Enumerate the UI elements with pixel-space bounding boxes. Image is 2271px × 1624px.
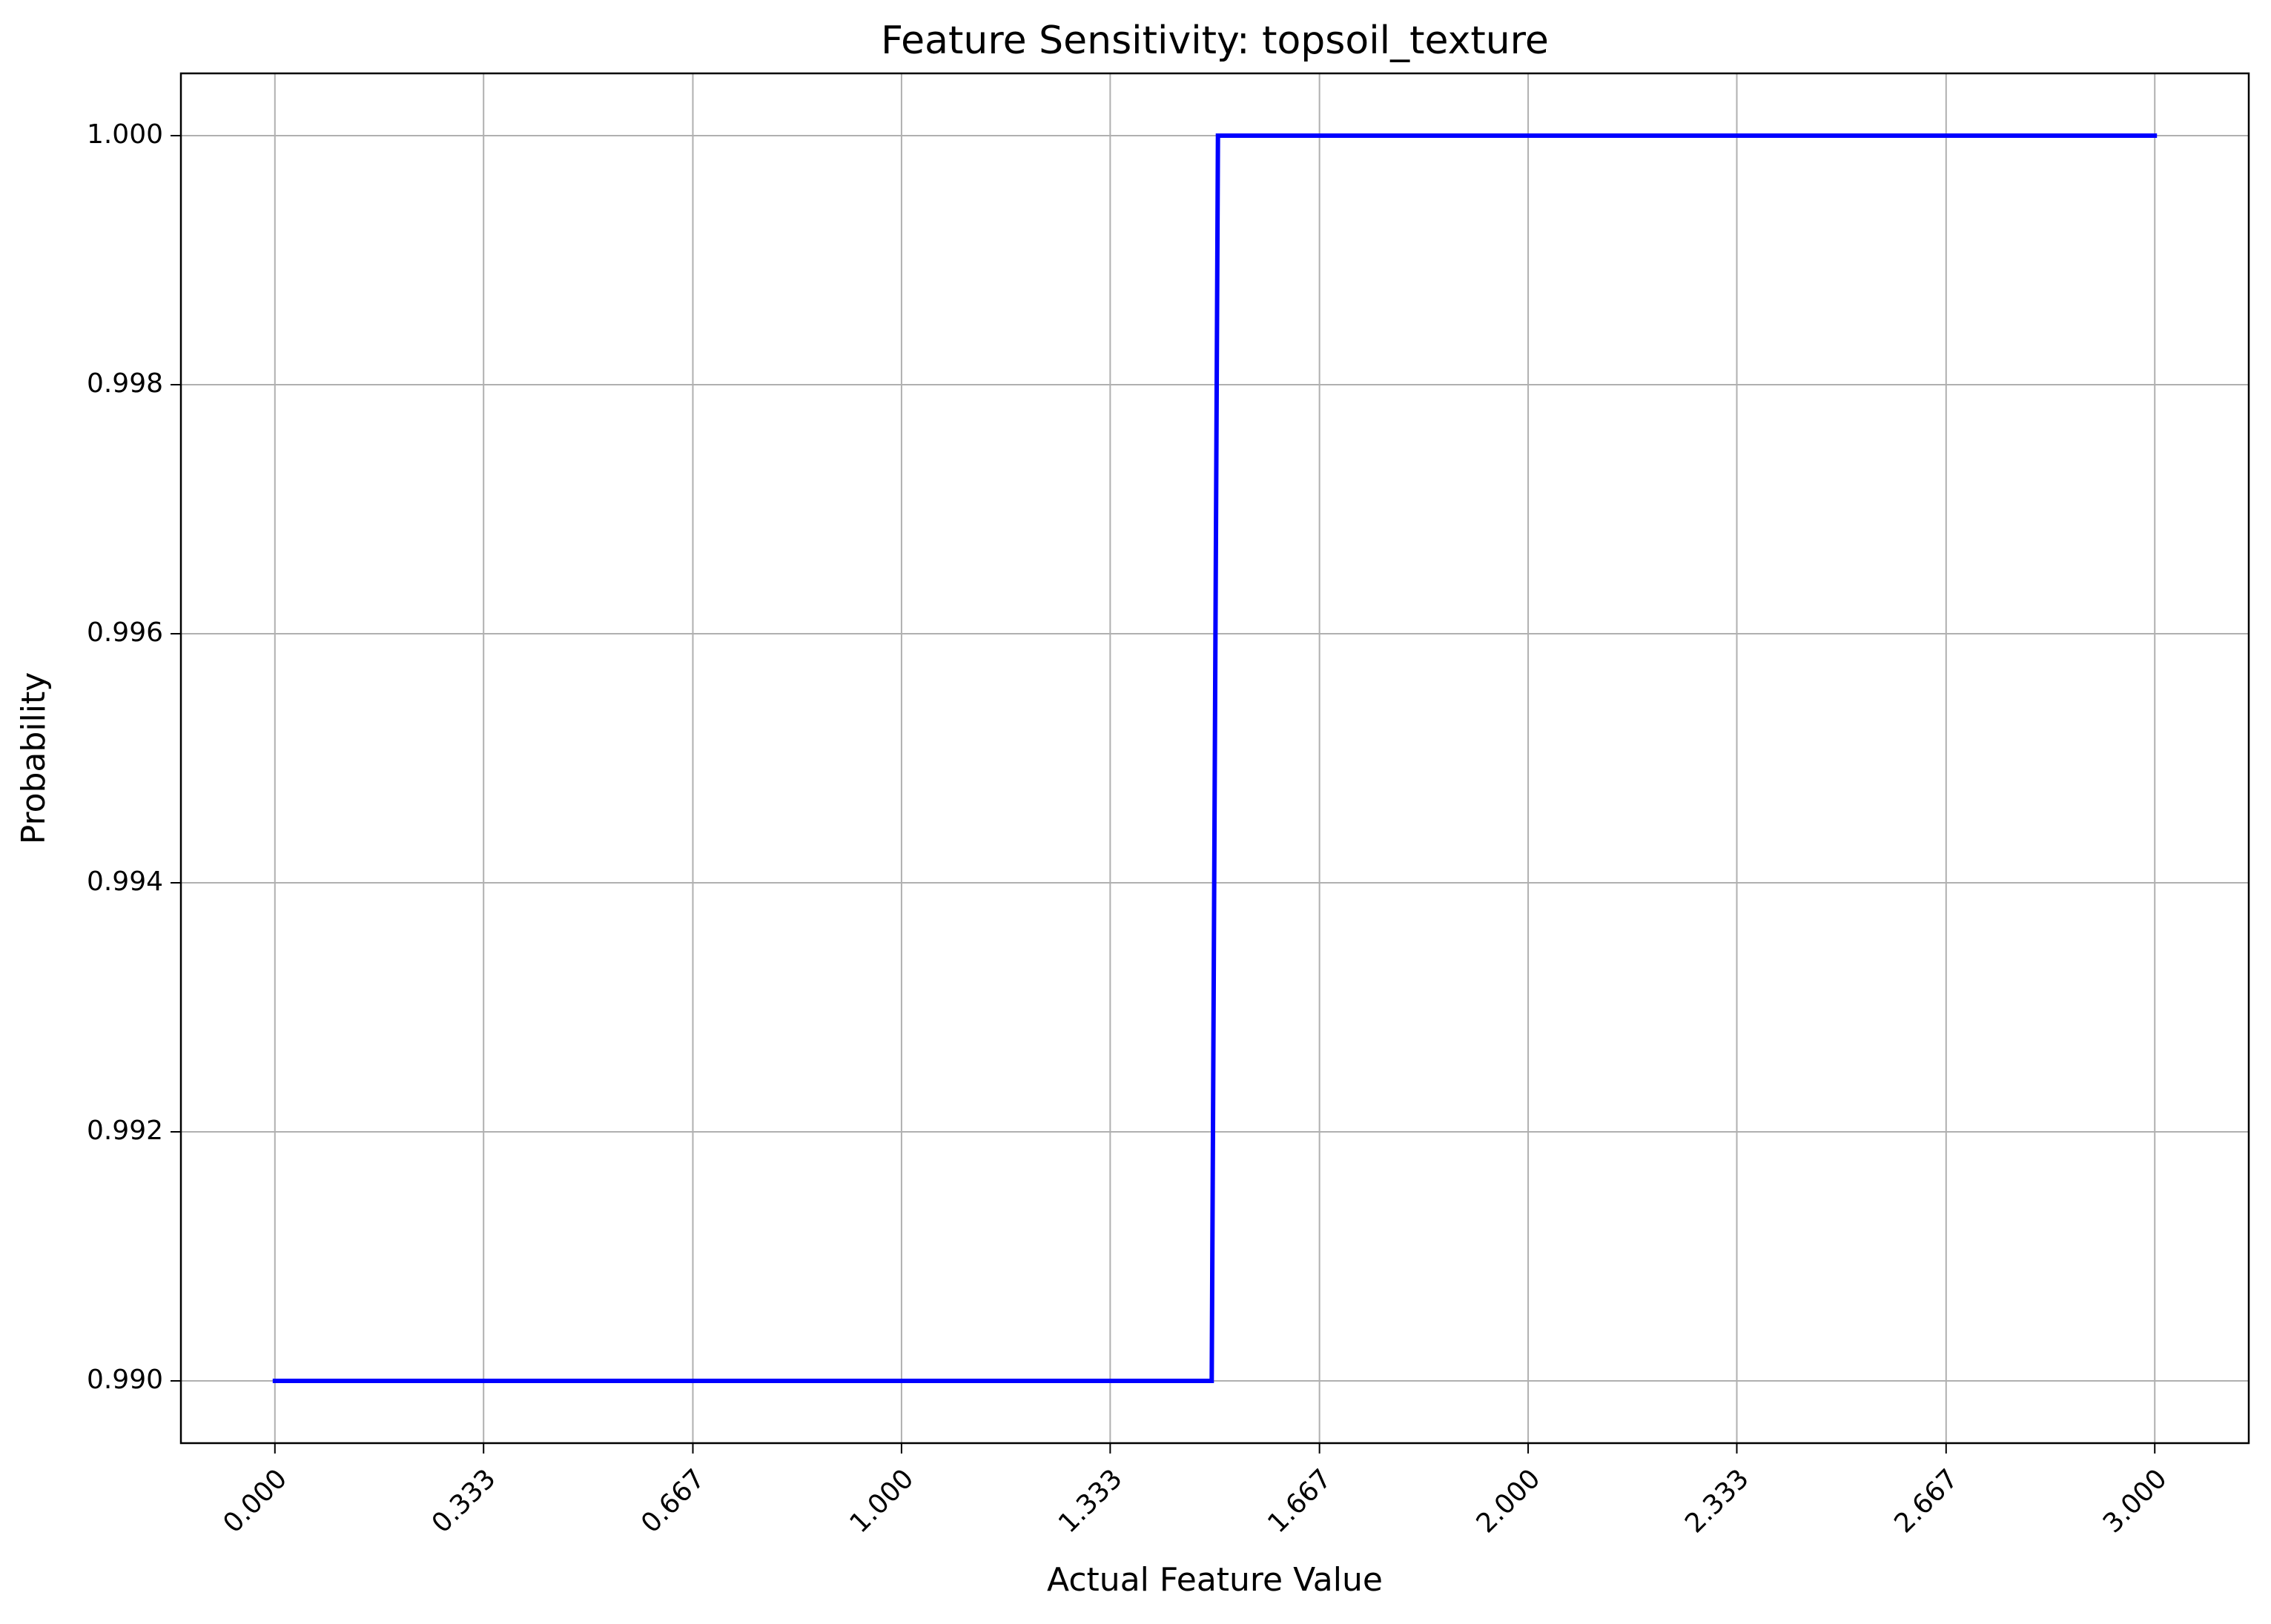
y-tick-label: 0.998 xyxy=(87,368,163,399)
plot-frame xyxy=(179,72,2250,1445)
y-tick-label: 1.000 xyxy=(87,119,163,150)
series-layer xyxy=(272,133,2158,1383)
x-axis-label: Actual Feature Value xyxy=(1047,1561,1383,1599)
y-tick-label: 0.996 xyxy=(87,617,163,648)
series-line-0 xyxy=(272,133,2158,1383)
chart-title: Feature Sensitivity: topsoil_texture xyxy=(881,19,1549,63)
y-tick-label: 0.990 xyxy=(87,1365,163,1395)
y-axis-label: Probability xyxy=(15,672,53,845)
y-tick-label: 0.994 xyxy=(87,866,163,897)
y-tick-label: 0.992 xyxy=(87,1116,163,1146)
